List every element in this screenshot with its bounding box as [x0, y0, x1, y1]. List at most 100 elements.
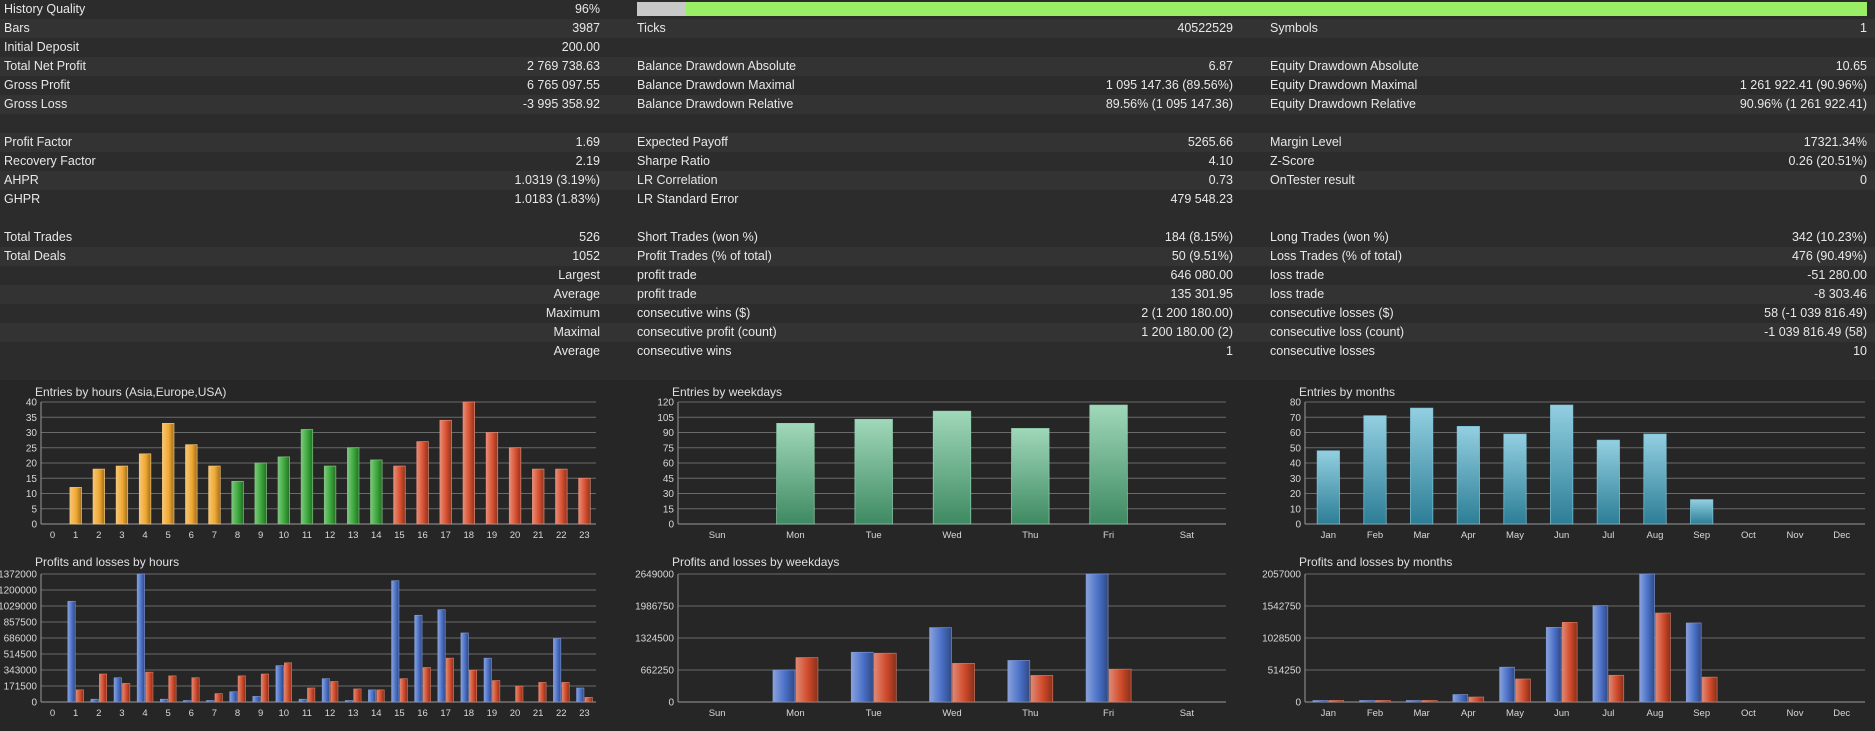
x-tick-label: Mon	[786, 530, 804, 541]
y-tick-label: 662250	[641, 666, 675, 677]
loss-bar	[538, 682, 547, 703]
entries-bar	[254, 462, 267, 525]
stat-label: Profit Factor	[4, 135, 73, 149]
stats-row: Maximal consecutive profit (count) 1 200 1…	[0, 323, 1875, 342]
stat-label: LR Correlation	[637, 173, 718, 187]
stat-value: 1	[1226, 344, 1233, 358]
loss-bar	[330, 681, 339, 703]
chart-title: Profits and losses by months	[1299, 555, 1452, 569]
x-tick-label: Wed	[942, 708, 961, 719]
loss-bar	[376, 689, 385, 703]
y-tick-label: 2649000	[635, 570, 674, 581]
stat-label: Balance Drawdown Absolute	[637, 59, 797, 73]
x-tick-label: Nov	[1787, 530, 1804, 541]
x-tick-label: Wed	[942, 530, 961, 541]
x-tick-label: 21	[533, 530, 544, 541]
x-tick-label: 20	[510, 530, 521, 541]
stat-label: profit trade	[637, 268, 697, 282]
y-tick-label: 171500	[4, 682, 38, 693]
stat-label: Balance Drawdown Relative	[637, 97, 794, 111]
profit-bar	[553, 638, 562, 703]
x-tick-label: Mon	[786, 708, 804, 719]
stat-label: Total Net Profit	[4, 59, 86, 73]
loss-bar	[1421, 700, 1438, 703]
x-tick-label: 2	[96, 530, 101, 541]
stats-row: AHPR 1.0319 (3.19%) LR Correlation 0.73 OnTe…	[0, 171, 1875, 190]
stat-value: 479 548.23	[1170, 192, 1233, 206]
stat-label: consecutive loss (count)	[1270, 325, 1405, 339]
stats-row: Total Net Profit 2 769 738.63 Balance Draw…	[0, 57, 1875, 76]
x-tick-label: 17	[440, 708, 451, 719]
y-tick-label: 0	[668, 698, 674, 709]
x-tick-label: 17	[440, 530, 451, 541]
stat-label: Equity Drawdown Absolute	[1270, 59, 1419, 73]
stat-label: Gross Loss	[4, 97, 68, 111]
entries-bar	[1596, 439, 1620, 525]
entries-bar	[1456, 426, 1480, 525]
y-tick-label: 30	[26, 428, 38, 439]
x-tick-label: 3	[119, 708, 124, 719]
x-tick-label: Apr	[1461, 530, 1476, 541]
loss-bar	[873, 652, 897, 703]
profit-bar	[252, 696, 261, 703]
stat-value: 1 200 180.00 (2)	[1141, 325, 1233, 339]
entries-bar	[323, 465, 337, 525]
y-tick-label: 25	[26, 443, 38, 454]
x-tick-label: Fri	[1103, 708, 1114, 719]
stat-value: 2 769 738.63	[527, 59, 600, 73]
entries-bar	[1690, 499, 1714, 525]
x-tick-label: 23	[579, 708, 590, 719]
entries-bar	[416, 441, 429, 525]
entries-bar	[162, 422, 175, 525]
entries-bar	[854, 418, 893, 525]
x-tick-label: May	[1506, 708, 1524, 719]
entries-bar	[1089, 404, 1128, 525]
x-tick-label: 4	[142, 530, 147, 541]
x-tick-label: Feb	[1367, 530, 1383, 541]
x-tick-label: Nov	[1787, 708, 1804, 719]
profit-bar	[1085, 573, 1109, 703]
profit-bar	[460, 632, 469, 703]
x-tick-label: Fri	[1103, 530, 1114, 541]
stat-value: 40522529	[1177, 21, 1233, 35]
x-tick-label: 8	[235, 708, 240, 719]
x-tick-label: 3	[119, 530, 124, 541]
profit-bar	[275, 665, 284, 703]
x-tick-label: 10	[279, 530, 290, 541]
stat-label: Recovery Factor	[4, 154, 96, 168]
stat-label: profit trade	[637, 287, 697, 301]
report-table: History Quality 96% Bars 3987 Ticks 4052252…	[0, 2, 1875, 380]
y-tick-label: 60	[1290, 428, 1302, 439]
stat-value: 0.73	[1208, 173, 1233, 187]
stats-row: Bars 3987 Ticks 40522529 Symbols 1	[0, 19, 1875, 38]
x-tick-label: 14	[371, 708, 382, 719]
stat-value: 1052	[572, 249, 600, 263]
profit-bar	[929, 627, 952, 703]
loss-bar	[307, 687, 316, 703]
chart-profits-losses-by-hours: Profits and losses by hours 0 171500 343000…	[0, 555, 596, 719]
profit-bar	[206, 700, 215, 703]
stat-qualifier: Maximum	[545, 306, 600, 320]
profit-bar	[1452, 694, 1469, 703]
stat-label: consecutive wins	[637, 344, 732, 358]
stat-value: 0.26 (20.51%)	[1788, 154, 1867, 168]
stat-value: 10	[1853, 344, 1867, 358]
x-tick-label: 23	[579, 530, 590, 541]
y-tick-label: 5	[31, 504, 37, 515]
x-tick-label: 19	[487, 530, 498, 541]
x-tick-label: 18	[464, 530, 475, 541]
stat-label: AHPR	[4, 173, 39, 187]
x-tick-label: Sat	[1180, 530, 1195, 541]
loss-bar	[795, 657, 819, 703]
spacer-row	[0, 361, 1875, 380]
loss-bar	[1108, 668, 1132, 703]
chart-entries-by-months: Entries by months 0 10 20 30 40 50 60 70 80 Jan Feb…	[1290, 385, 1865, 541]
stat-value: 1.0183 (1.83%)	[514, 192, 600, 206]
y-tick-label: 40	[1290, 459, 1302, 470]
x-tick-label: 1	[73, 530, 78, 541]
stat-label: Bars	[4, 21, 30, 35]
y-tick-label: 0	[31, 698, 37, 709]
entries-bar	[1363, 415, 1387, 525]
stat-label: Profit Trades (% of total)	[637, 249, 772, 263]
stat-label: Long Trades (won %)	[1270, 230, 1389, 244]
